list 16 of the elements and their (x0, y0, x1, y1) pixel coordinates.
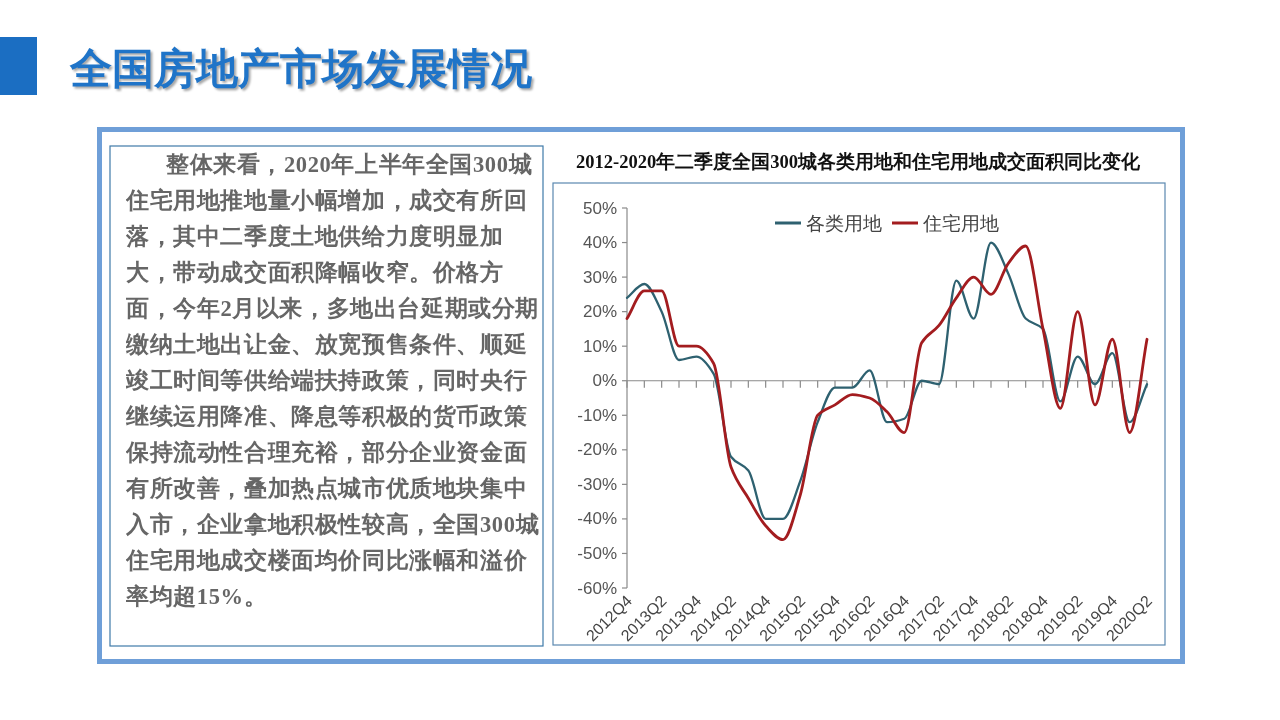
legend-label: 各类用地 (806, 212, 882, 234)
y-tick-label: -30% (577, 474, 617, 494)
y-tick-label: 0% (592, 371, 617, 391)
text: 全国房地产市场发展情况 (69, 43, 532, 93)
y-tick-label: 10% (582, 336, 617, 356)
y-tick-label: 40% (582, 233, 617, 253)
legend-label: 住宅用地 (922, 212, 999, 234)
y-tick-label: 30% (582, 267, 617, 287)
y-tick-label: -10% (577, 405, 617, 425)
chart-title: 2012-2020年二季度全国300城各类用地和住宅用地成交面积同比变化 (576, 151, 1141, 172)
y-tick-label: 50% (582, 198, 617, 218)
y-tick-label: -60% (577, 578, 617, 598)
y-tick-label: -20% (577, 440, 617, 460)
y-tick-label: -50% (577, 543, 617, 563)
y-tick-label: 20% (582, 302, 617, 322)
y-tick-label: -40% (577, 509, 617, 529)
